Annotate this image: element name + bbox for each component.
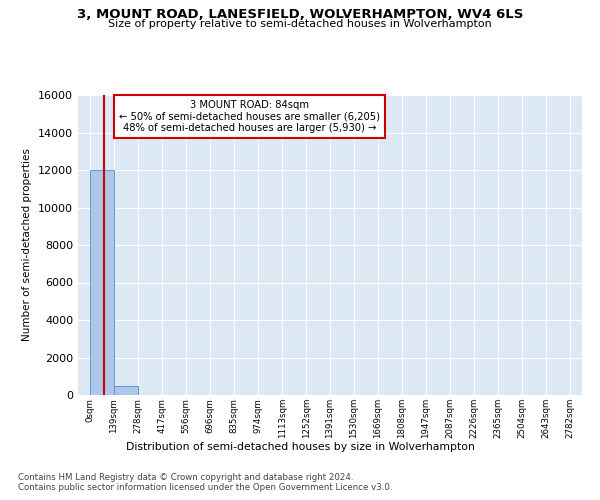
Y-axis label: Number of semi-detached properties: Number of semi-detached properties [22,148,32,342]
Bar [90,170,114,395]
Text: Contains public sector information licensed under the Open Government Licence v3: Contains public sector information licen… [18,484,392,492]
Text: Size of property relative to semi-detached houses in Wolverhampton: Size of property relative to semi-detach… [108,19,492,29]
Bar [114,386,138,395]
Text: 3 MOUNT ROAD: 84sqm
← 50% of semi-detached houses are smaller (6,205)
48% of sem: 3 MOUNT ROAD: 84sqm ← 50% of semi-detach… [119,100,380,132]
Text: Contains HM Land Registry data © Crown copyright and database right 2024.: Contains HM Land Registry data © Crown c… [18,472,353,482]
Text: Distribution of semi-detached houses by size in Wolverhampton: Distribution of semi-detached houses by … [125,442,475,452]
Text: 3, MOUNT ROAD, LANESFIELD, WOLVERHAMPTON, WV4 6LS: 3, MOUNT ROAD, LANESFIELD, WOLVERHAMPTON… [77,8,523,20]
